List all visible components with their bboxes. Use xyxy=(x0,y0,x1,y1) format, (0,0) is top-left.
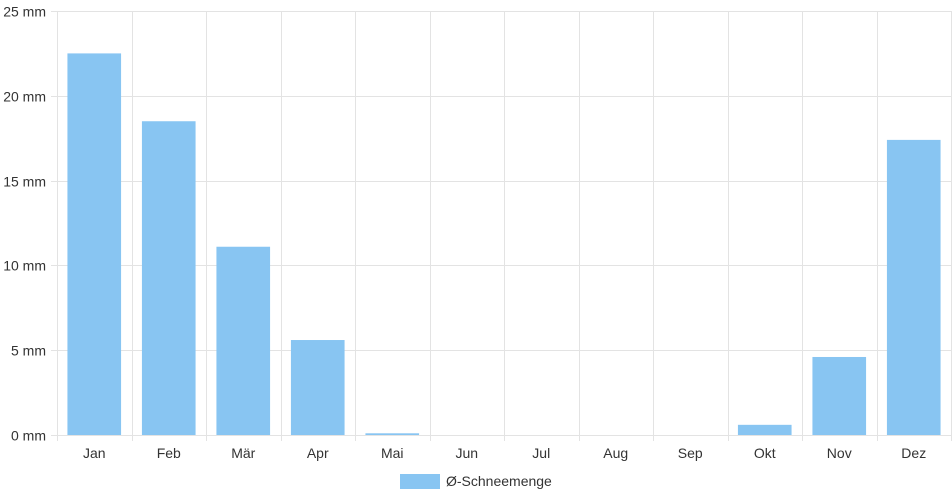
x-tick-label: Mai xyxy=(381,445,404,461)
bar-Jan[interactable] xyxy=(67,53,122,436)
x-tick-label: Jun xyxy=(455,445,478,461)
x-tick-label: Nov xyxy=(827,445,852,461)
bar-Feb[interactable] xyxy=(141,121,196,436)
y-tick-label: 5 mm xyxy=(11,343,46,359)
x-tick-label: Okt xyxy=(754,445,776,461)
x-tick-label: Feb xyxy=(157,445,181,461)
bar-Mai[interactable] xyxy=(365,433,420,435)
x-axis-tick-labels: Jan Feb Mär Apr Mai Jun Jul Aug Sep Okt Nov Dez xyxy=(83,445,926,461)
bars xyxy=(67,53,941,436)
x-tick-label: Aug xyxy=(603,445,628,461)
grid-lines xyxy=(51,11,952,441)
y-tick-label: 15 mm xyxy=(3,174,46,190)
x-tick-label: Jan xyxy=(83,445,106,461)
bar-Okt[interactable] xyxy=(737,424,792,435)
y-tick-label: 25 mm xyxy=(3,4,46,20)
bar-Nov[interactable] xyxy=(812,356,867,435)
x-tick-label: Jul xyxy=(532,445,550,461)
x-tick-label: Sep xyxy=(678,445,703,461)
y-axis-tick-labels: 0 mm 5 mm 10 mm 15 mm 20 mm 25 mm xyxy=(3,4,46,444)
legend-swatch xyxy=(400,474,440,489)
bar-Apr[interactable] xyxy=(290,340,345,435)
bar-Dez[interactable] xyxy=(886,139,941,435)
legend[interactable]: Ø-Schneemenge xyxy=(400,473,552,489)
y-tick-label: 20 mm xyxy=(3,89,46,105)
y-tick-label: 10 mm xyxy=(3,258,46,274)
x-tick-label: Apr xyxy=(307,445,329,461)
legend-label: Ø-Schneemenge xyxy=(446,473,552,489)
x-tick-label: Dez xyxy=(901,445,926,461)
y-tick-label: 0 mm xyxy=(11,428,46,444)
bar-Mär[interactable] xyxy=(216,246,271,435)
x-tick-label: Mär xyxy=(231,445,255,461)
